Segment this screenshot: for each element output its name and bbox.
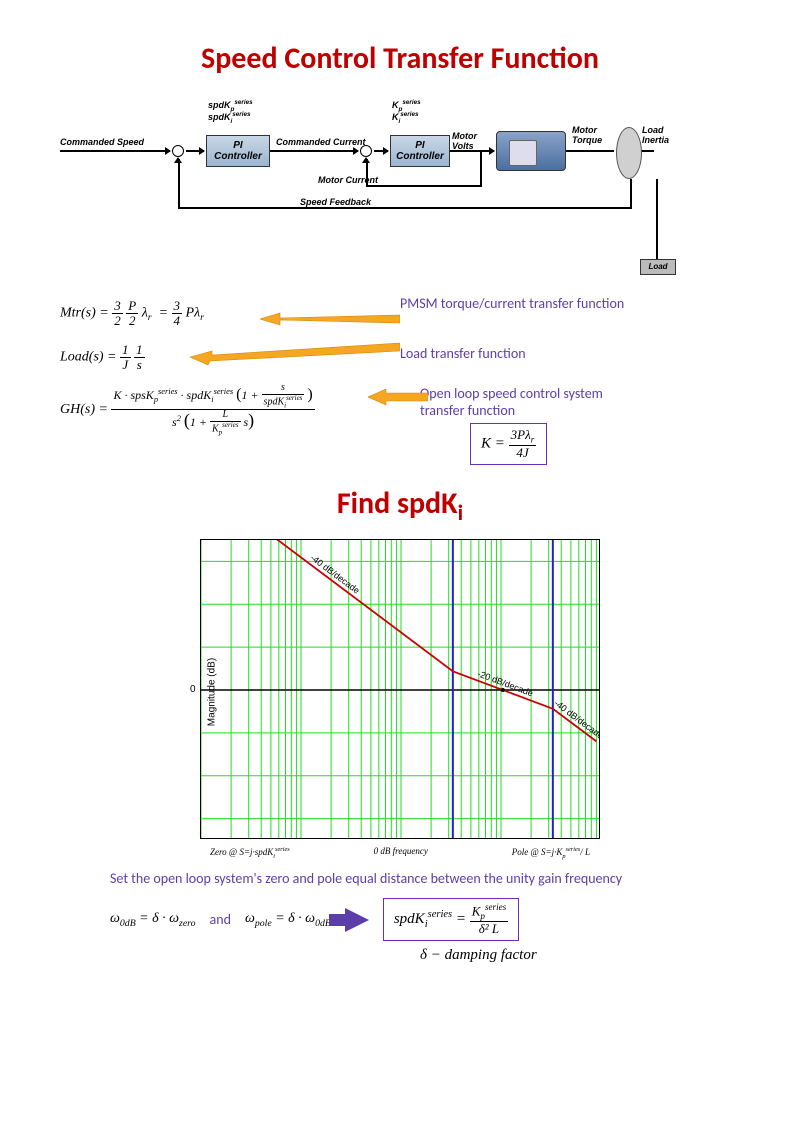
sum-junction-1 bbox=[172, 145, 184, 157]
fb-inner-v1 bbox=[480, 150, 482, 186]
label-motor-volts: Motor Volts bbox=[452, 131, 477, 151]
caption-text: Set the open loop system's zero and pole… bbox=[110, 870, 740, 888]
pi-controller-1: PI Controller bbox=[206, 135, 270, 167]
bode-ytick-0: 0 bbox=[190, 684, 196, 695]
fb-outer-v1 bbox=[630, 179, 632, 207]
label-Ki: Kiseries bbox=[392, 111, 418, 125]
fb-outer-arrowhead bbox=[174, 157, 182, 163]
bode-ylabel: Magnitude (dB) bbox=[207, 657, 218, 725]
label-commanded-speed: Commanded Speed bbox=[60, 137, 144, 147]
bode-xlabel-zero: Zero @ S=j·spdKiseries bbox=[210, 846, 290, 860]
equations-block: Mtr(s) = 32 P2 λr = 34 Pλr PMSM torque/c… bbox=[60, 295, 740, 445]
fb-inner-arrowhead bbox=[362, 157, 370, 163]
arrow-cmd-speed bbox=[60, 150, 170, 152]
line-torque bbox=[566, 150, 614, 152]
fb-outer-v2 bbox=[178, 159, 180, 209]
and-word: and bbox=[210, 911, 231, 928]
svg-text:-40 dB/decade: -40 dB/decade bbox=[552, 698, 600, 741]
block-diagram: spdKpseries spdKiseries Kpseries Kiserie… bbox=[60, 97, 740, 287]
label-spdKi: spdKiseries bbox=[208, 111, 250, 125]
eq-k-box: K = 3Pλr4J bbox=[470, 423, 547, 465]
load-box: Load bbox=[640, 259, 676, 275]
label-commanded-current: Commanded Current bbox=[276, 137, 366, 147]
label-load-inertia: Load Inertia bbox=[642, 125, 669, 145]
bode-xlabels: Zero @ S=j·spdKiseries 0 dB frequency Po… bbox=[210, 846, 590, 860]
label-motor-current: Motor Current bbox=[318, 175, 378, 185]
eq-wpole-w0db: ωpole = δ · ω0dB bbox=[245, 911, 331, 929]
note-mtr: PMSM torque/current transfer function bbox=[400, 295, 640, 312]
eq-w0db-zero: ω0dB = δ · ωzero bbox=[110, 911, 196, 929]
fb-inner-h bbox=[366, 185, 482, 187]
label-motor-torque: Motor Torque bbox=[572, 125, 602, 145]
arrow-to-pi2 bbox=[374, 150, 388, 152]
bottom-equations: ω0dB = δ · ωzero and ωpole = δ · ω0dB sp… bbox=[110, 898, 740, 941]
sum-junction-2 bbox=[360, 145, 372, 157]
arrow-cmd-current bbox=[270, 150, 358, 152]
note-load: Load transfer function bbox=[400, 345, 526, 362]
purple-arrow-icon bbox=[345, 908, 369, 932]
arrow-motor-volts bbox=[450, 150, 494, 152]
load-string bbox=[656, 179, 658, 259]
motor-graphic bbox=[496, 131, 566, 171]
fb-outer-h bbox=[178, 207, 632, 209]
label-speed-feedback: Speed Feedback bbox=[300, 197, 371, 207]
load-disc bbox=[616, 127, 642, 179]
eq-gh: GH(s) = K · spsKpseries · spdKiseries (1… bbox=[60, 383, 400, 436]
line-to-disc bbox=[640, 150, 654, 152]
bode-plot: Magnitude (dB) -40 dB/decade-20 dB/decad… bbox=[200, 539, 600, 844]
bode-xlabel-mid: 0 dB frequency bbox=[374, 846, 428, 860]
damping-label: δ − damping factor bbox=[420, 947, 740, 964]
pi-controller-2: PI Controller bbox=[390, 135, 450, 167]
arrow-to-pi1 bbox=[186, 150, 204, 152]
page-title-2: Find spdKi bbox=[60, 485, 740, 527]
result-box: spdKiseries = Kpseries δ² L bbox=[383, 898, 519, 941]
note-gh: Open loop speed control system transfer … bbox=[420, 385, 640, 419]
svg-text:-40 dB/decade: -40 dB/decade bbox=[309, 553, 362, 596]
bode-xlabel-pole: Pole @ S=j·Kpseries/ L bbox=[512, 846, 590, 860]
page-title-1: Speed Control Transfer Function bbox=[60, 40, 740, 77]
